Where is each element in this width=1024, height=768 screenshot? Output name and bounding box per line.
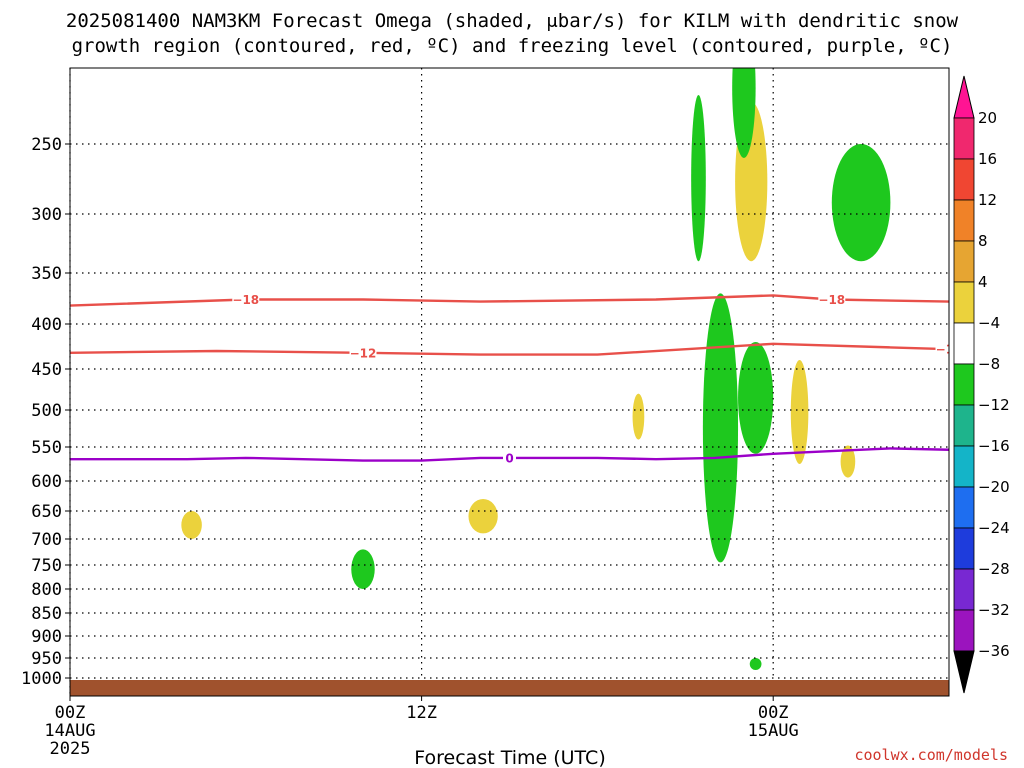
contour-line-1 <box>70 342 949 356</box>
contour-layer: −18−18−18−12−12−12000 <box>70 292 963 465</box>
contour-label-1-0: −12 <box>350 346 377 360</box>
y-tick-label-650: 650 <box>31 502 62 522</box>
colorbar-segment-6 <box>953 363 975 406</box>
colorbar-label-6: −8 <box>978 355 1000 373</box>
colorbar-segment-2 <box>953 199 975 242</box>
y-tick-label-800: 800 <box>31 580 62 600</box>
x-tick-label-0: 00Z <box>55 703 86 723</box>
colorbar-label-4: 4 <box>978 273 988 291</box>
colorbar-segment-8 <box>953 445 975 488</box>
omega-blob-28 <box>749 658 762 670</box>
colorbar: 20 16 12 8 4 −4 −8 −12 −16 −20 −24 −28 −32 −36 <box>953 75 1010 694</box>
colorbar-segment-7 <box>953 404 975 447</box>
contour-label-bg-2-0 <box>503 450 516 465</box>
colorbar-segment-5 <box>953 322 975 365</box>
x-tick-date-0: 14AUG <box>44 721 95 741</box>
omega-blob-13 <box>468 499 498 534</box>
y-tick-label-400: 400 <box>31 315 62 335</box>
y-tick-label-700: 700 <box>31 530 62 550</box>
colorbar-label-9: −20 <box>978 478 1010 496</box>
y-tick-label-250: 250 <box>31 135 62 155</box>
colorbar-label-8: −16 <box>978 437 1010 455</box>
omega-blob-2 <box>738 342 774 454</box>
colorbar-segment-3 <box>953 240 975 283</box>
y-tick-label-750: 750 <box>31 556 62 576</box>
y-tick-label-450: 450 <box>31 360 62 380</box>
colorbar-segment-10 <box>953 527 975 570</box>
omega-blob-3 <box>831 144 891 262</box>
credit-link[interactable]: coolwx.com/models <box>854 746 1008 764</box>
contour-line-0 <box>70 294 949 307</box>
colorbar-segment-12 <box>953 609 975 652</box>
colorbar-label-3: 8 <box>978 232 988 250</box>
terrain-bar <box>70 680 949 696</box>
omega-blob-27 <box>732 68 756 158</box>
colorbar-label-1: 16 <box>978 150 997 168</box>
x-tick-label-12: 12Z <box>406 703 437 723</box>
colorbar-segment-0 <box>953 117 975 160</box>
omega-blob-0 <box>691 95 706 262</box>
x-tick-date-24: 15AUG <box>748 721 799 741</box>
colorbar-segment-9 <box>953 486 975 529</box>
y-tick-label-850: 850 <box>31 604 62 624</box>
y-tick-label-500: 500 <box>31 401 62 421</box>
y-axis: 250 300 350 400 450 500 550 600 650 700 750 800 850 9… <box>21 135 70 689</box>
contour-label-bg-1-1 <box>935 342 949 357</box>
colorbar-bottom-arrow <box>953 650 975 694</box>
colorbar-segment-11 <box>953 568 975 611</box>
contour-label-1-1: −12 <box>936 343 963 357</box>
contour-label-0-0: −18 <box>232 293 259 307</box>
plot-frame <box>69 67 950 697</box>
colorbar-label-12: −32 <box>978 601 1010 619</box>
omega-blob-5 <box>790 360 809 464</box>
contour-label-2-0: 0 <box>505 451 513 465</box>
contour-label-bg-1-0 <box>349 345 377 360</box>
y-tick-label-900: 900 <box>31 627 62 647</box>
contour-label-bg-0-0 <box>232 292 260 307</box>
y-tick-label-300: 300 <box>31 205 62 225</box>
y-tick-label-950: 950 <box>31 649 62 669</box>
x-axis: 00Z14AUG202512Z00Z15AUG12Z00Z16AUG12Z <box>44 696 799 759</box>
colorbar-label-11: −28 <box>978 560 1010 578</box>
omega-shading-layer <box>181 68 891 670</box>
colorbar-label-0: 20 <box>978 109 997 127</box>
plot-area: −18−18−18−12−12−12000 <box>69 67 963 697</box>
grid-layer <box>69 68 949 696</box>
colorbar-label-5: −4 <box>978 314 1000 332</box>
chart-title-line-1: 2025081400 NAM3KM Forecast Omega (shaded… <box>66 10 959 32</box>
omega-blob-1 <box>702 293 739 563</box>
chart-title-line-2: growth region (contoured, red, ºC) and f… <box>72 35 953 57</box>
colorbar-segment-4 <box>953 281 975 324</box>
colorbar-label-10: −24 <box>978 519 1010 537</box>
x-tick-year-0: 2025 <box>50 739 91 759</box>
y-tick-label-1000: 1000 <box>21 669 62 689</box>
omega-blob-14 <box>181 511 202 539</box>
colorbar-top-arrow <box>953 75 975 119</box>
colorbar-label-7: −12 <box>978 396 1010 414</box>
y-tick-label-600: 600 <box>31 472 62 492</box>
contour-label-0-1: −18 <box>818 293 845 307</box>
omega-blob-26 <box>351 549 375 589</box>
y-tick-label-550: 550 <box>31 438 62 458</box>
contour-label-bg-0-1 <box>818 292 846 307</box>
x-tick-label-24: 00Z <box>758 703 789 723</box>
colorbar-label-2: 12 <box>978 191 997 209</box>
omega-blob-12 <box>632 393 645 440</box>
contour-line-2 <box>70 447 949 462</box>
x-axis-title: Forecast Time (UTC) <box>414 747 605 768</box>
colorbar-label-13: −36 <box>978 642 1010 660</box>
omega-blob-6 <box>840 445 856 478</box>
colorbar-segment-1 <box>953 158 975 201</box>
y-tick-label-350: 350 <box>31 264 62 284</box>
